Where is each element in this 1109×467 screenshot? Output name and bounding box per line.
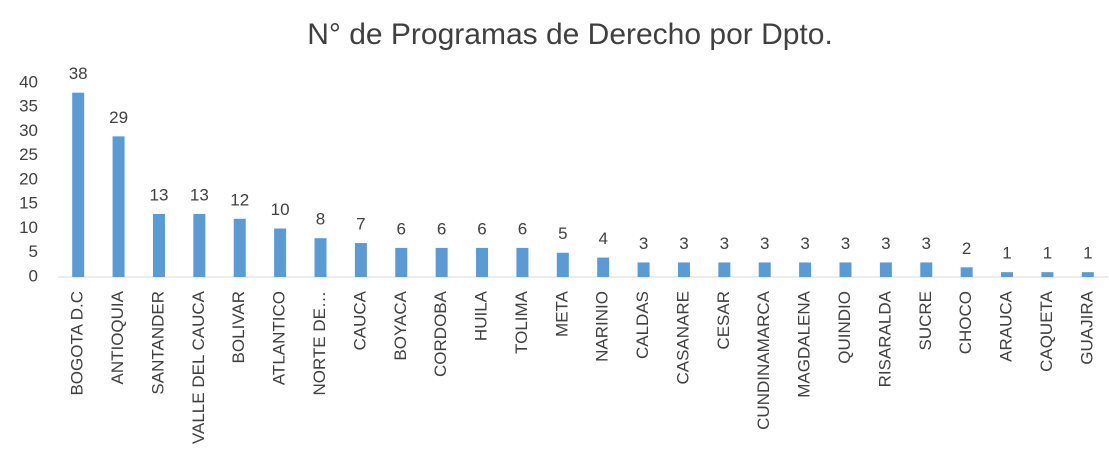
data-label: 29 — [109, 108, 128, 127]
bar — [395, 247, 408, 277]
data-label: 3 — [639, 234, 648, 253]
bar — [516, 247, 529, 277]
bar — [112, 136, 125, 277]
bar — [233, 218, 246, 277]
bar — [920, 262, 933, 277]
x-tick-label: NORTE DE… — [310, 291, 329, 396]
y-tick-label: 25 — [19, 145, 38, 164]
x-tick-label: CESAR — [714, 291, 733, 350]
data-label: 8 — [316, 210, 325, 229]
x-tick-label: TOLIMA — [512, 290, 531, 354]
bar — [960, 267, 973, 277]
x-tick-label: CALDAS — [633, 291, 652, 359]
bar — [354, 243, 367, 277]
bar — [879, 262, 892, 277]
y-tick-label: 35 — [19, 97, 38, 116]
data-label: 3 — [760, 234, 769, 253]
bar — [193, 213, 206, 277]
data-label: 13 — [190, 185, 209, 204]
data-label: 3 — [841, 234, 850, 253]
data-label: 6 — [437, 219, 446, 238]
bar — [1081, 272, 1094, 277]
bar — [435, 247, 448, 277]
data-label: 3 — [922, 234, 931, 253]
chart-title: N° de Programas de Derecho por Dpto. — [307, 18, 833, 51]
x-tick-label: CAQUETA — [1037, 290, 1056, 372]
y-tick-label: 15 — [19, 194, 38, 213]
y-tick-label: 20 — [19, 169, 38, 188]
x-tick-label: BOYACA — [391, 290, 410, 360]
x-tick-label: ARAUCA — [997, 290, 1016, 362]
data-label: 3 — [800, 234, 809, 253]
data-label: 7 — [356, 215, 365, 234]
data-label: 3 — [679, 234, 688, 253]
bar — [556, 252, 569, 277]
bar — [314, 238, 327, 277]
x-tick-label: CORDOBA — [431, 290, 450, 377]
bar — [677, 262, 690, 277]
data-label: 1 — [1002, 244, 1011, 263]
x-tick-label: CUNDINAMARCA — [754, 290, 773, 430]
x-tick-label: SUCRE — [916, 291, 935, 351]
data-label: 3 — [881, 234, 890, 253]
data-label: 12 — [230, 190, 249, 209]
data-label: 2 — [962, 239, 971, 258]
data-label: 5 — [558, 224, 567, 243]
bar — [637, 262, 650, 277]
data-label: 6 — [477, 219, 486, 238]
x-tick-label: ANTIOQUIA — [108, 290, 127, 384]
bar — [1001, 272, 1014, 277]
x-tick-label: CHOCO — [956, 291, 975, 354]
x-tick-label: BOGOTA D.C — [68, 291, 87, 396]
data-label: 3 — [720, 234, 729, 253]
x-tick-label: QUINDIO — [835, 291, 854, 364]
data-label: 6 — [518, 219, 527, 238]
y-tick-label: 5 — [29, 242, 38, 261]
bar — [597, 257, 610, 277]
x-tick-label: META — [552, 290, 571, 337]
y-tick-label: 40 — [19, 72, 38, 91]
data-label: 10 — [271, 200, 290, 219]
data-label: 1 — [1083, 244, 1092, 263]
data-label: 13 — [150, 185, 169, 204]
bar — [718, 262, 731, 277]
x-tick-label: CAUCA — [350, 290, 369, 350]
x-tick-label: SANTANDER — [148, 291, 167, 395]
data-label: 38 — [69, 64, 88, 83]
x-tick-label: HUILA — [472, 290, 491, 341]
y-tick-label: 0 — [29, 266, 38, 285]
bar — [799, 262, 812, 277]
bar — [152, 213, 165, 277]
x-tick-label: BOLIVAR — [229, 291, 248, 363]
x-tick-label: VALLE DEL CAUCA — [189, 290, 208, 444]
x-tick-label: MAGDALENA — [795, 290, 814, 397]
bar — [1041, 272, 1054, 277]
data-label: 6 — [397, 219, 406, 238]
x-tick-label: RISARALDA — [875, 290, 894, 387]
y-tick-label: 30 — [19, 121, 38, 140]
x-tick-label: GUAJIRA — [1077, 290, 1096, 364]
bar — [274, 228, 287, 277]
x-tick-label: CASANARE — [673, 291, 692, 385]
data-label: 1 — [1043, 244, 1052, 263]
x-tick-label: ATLANTICO — [270, 291, 289, 385]
bar — [758, 262, 771, 277]
bar — [839, 262, 852, 277]
y-tick-label: 10 — [19, 218, 38, 237]
bar — [476, 247, 489, 277]
bar — [72, 92, 85, 277]
x-tick-label: NARINIO — [593, 291, 612, 362]
data-label: 4 — [598, 229, 607, 248]
